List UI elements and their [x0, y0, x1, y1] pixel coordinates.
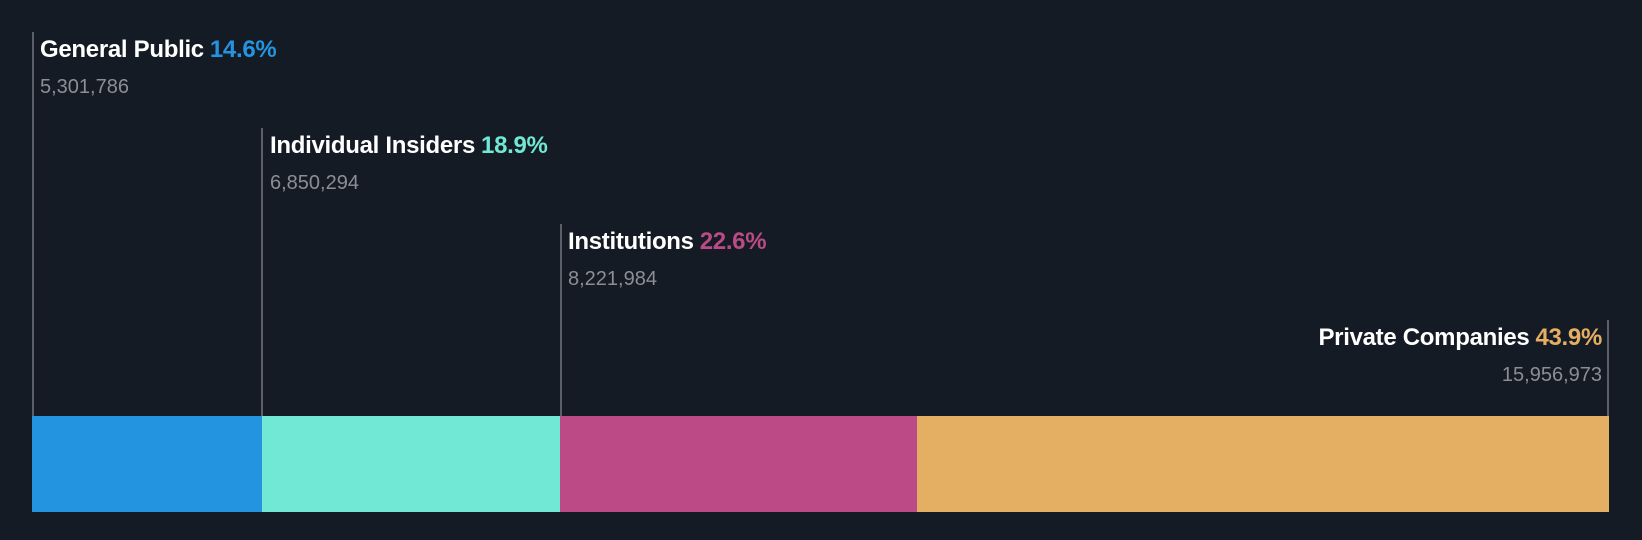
- leader-line-individual-insiders: [261, 128, 263, 416]
- segment-name: Institutions: [568, 228, 694, 255]
- segment-percent: 43.9%: [1535, 324, 1602, 351]
- label-institutions: Institutions 22.6% 8,221,984: [568, 228, 767, 291]
- segment-name: General Public: [40, 36, 204, 63]
- segment-shares: 15,956,973: [1501, 364, 1602, 386]
- segment-shares: 6,850,294: [270, 172, 359, 194]
- segment-shares: 5,301,786: [40, 76, 129, 98]
- bar-segment-general-public[interactable]: [32, 416, 262, 512]
- leader-line-private-companies: [1607, 320, 1609, 416]
- bar-segment-individual-insiders[interactable]: [262, 416, 560, 512]
- segment-percent: 22.6%: [699, 228, 767, 255]
- bar-segment-institutions[interactable]: [560, 416, 917, 512]
- label-private-companies: Private Companies 43.9% 15,956,973: [1318, 324, 1602, 387]
- segment-name: Private Companies: [1318, 324, 1530, 351]
- label-individual-insiders: Individual Insiders 18.9% 6,850,294: [270, 132, 548, 195]
- segment-shares: 8,221,984: [568, 268, 657, 290]
- label-general-public: General Public 14.6% 5,301,786: [40, 36, 277, 99]
- segment-percent: 14.6%: [209, 36, 277, 63]
- segment-percent: 18.9%: [481, 132, 548, 159]
- segment-name: Individual Insiders: [270, 132, 476, 159]
- leader-line-institutions: [560, 224, 562, 416]
- leader-line-general-public: [32, 32, 34, 416]
- bar-segment-private-companies[interactable]: [917, 416, 1609, 512]
